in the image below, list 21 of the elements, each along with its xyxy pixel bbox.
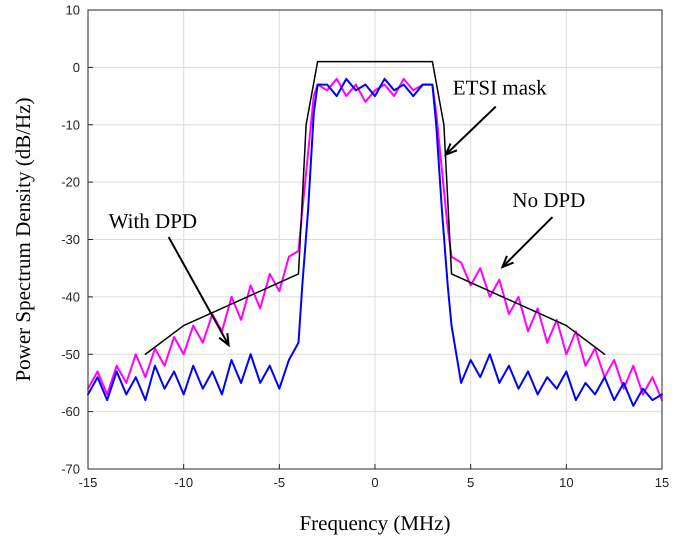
y-tick-label: -40	[61, 289, 80, 304]
y-tick-label: 0	[72, 60, 80, 75]
annotation: ETSI mask	[452, 76, 548, 100]
y-tick-label: -20	[61, 174, 80, 190]
x-tick-label: -5	[274, 475, 286, 490]
annotation: With DPD	[108, 209, 198, 234]
y-tick-label: 10	[66, 2, 80, 18]
x-tick-label: -10	[174, 475, 194, 490]
y-tick-label: -70	[61, 462, 80, 476]
x-tick-label: 10	[559, 475, 574, 490]
y-tick-label: -30	[61, 232, 80, 247]
x-tick-label: -15	[78, 475, 98, 490]
y-tick-label: -50	[61, 346, 80, 362]
x-tick-label: 15	[654, 475, 670, 490]
y-axis-title: Power Spectrum Density (dB/Hz)	[11, 97, 35, 382]
x-axis-title: Frequency (MHz)	[299, 511, 451, 535]
y-tick-label: -60	[61, 404, 80, 420]
x-tick-label: 0	[371, 475, 379, 490]
y-tick-label: -10	[61, 117, 80, 132]
x-tick-label: 5	[467, 475, 474, 490]
annotation: No DPD	[512, 188, 586, 212]
